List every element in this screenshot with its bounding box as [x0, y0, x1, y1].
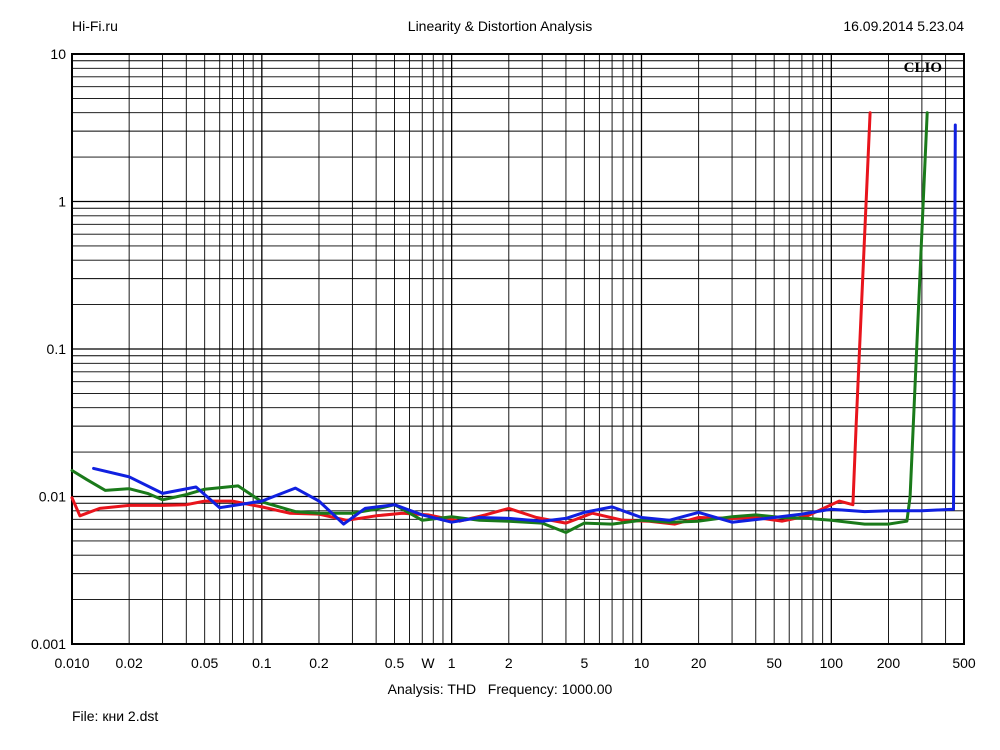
x-tick-label: 200 [877, 655, 901, 671]
y-tick-label: 1 [58, 194, 66, 210]
timestamp: 16.09.2014 5.23.04 [843, 18, 964, 34]
chart-title: Linearity & Distortion Analysis [407, 18, 593, 34]
x-tick-label: 0.05 [191, 655, 218, 671]
chart-series [70, 111, 957, 534]
x-tick-label: 500 [952, 655, 976, 671]
x-tick-label: 0.2 [309, 655, 329, 671]
x-tick-label: 100 [820, 655, 844, 671]
x-tick-label: 0.010 [54, 655, 89, 671]
x-tick-label: 0.1 [252, 655, 272, 671]
y-tick-label: 0.01 [39, 489, 66, 505]
analysis-label: Analysis: THD [387, 681, 477, 697]
y-tick-label: 0.1 [47, 341, 67, 357]
x-tick-label: 20 [691, 655, 707, 671]
series-line [70, 111, 872, 526]
clio-logo: CLIO [904, 60, 942, 76]
x-tick-label: 0.5 [385, 655, 405, 671]
series-line [92, 123, 957, 526]
x-tick-label: 0.02 [116, 655, 143, 671]
x-tick-label: 2 [505, 655, 513, 671]
y-tick-label: 10 [50, 46, 66, 62]
chart-grid [72, 54, 964, 644]
y-axis-ticks: 10 1 0.1 0.01 0.001 [31, 46, 66, 652]
x-tick-label: 1 [448, 655, 456, 671]
frequency-label: Frequency: 1000.00 [487, 681, 613, 697]
x-unit-label: W [421, 655, 435, 671]
x-tick-label: 5 [580, 655, 588, 671]
series-line [70, 111, 929, 534]
x-axis-ticks: 0.010 0.02 0.05 0.1 0.2 0.5 1 2 5 10 20 50 100 200 500… [54, 655, 975, 671]
x-tick-label: 50 [766, 655, 782, 671]
site-name: Hi-Fi.ru [72, 18, 118, 34]
plot-frame [71, 53, 965, 645]
y-tick-label: 0.001 [31, 636, 66, 652]
file-name: File: кни 2.dst [72, 708, 159, 724]
x-tick-label: 10 [634, 655, 650, 671]
analysis-info: Analysis: THD Frequency: 1000.00 [0, 681, 1000, 697]
